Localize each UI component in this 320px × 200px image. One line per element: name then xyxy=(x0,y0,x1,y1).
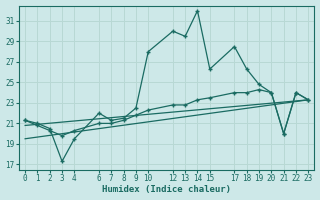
X-axis label: Humidex (Indice chaleur): Humidex (Indice chaleur) xyxy=(102,185,231,194)
